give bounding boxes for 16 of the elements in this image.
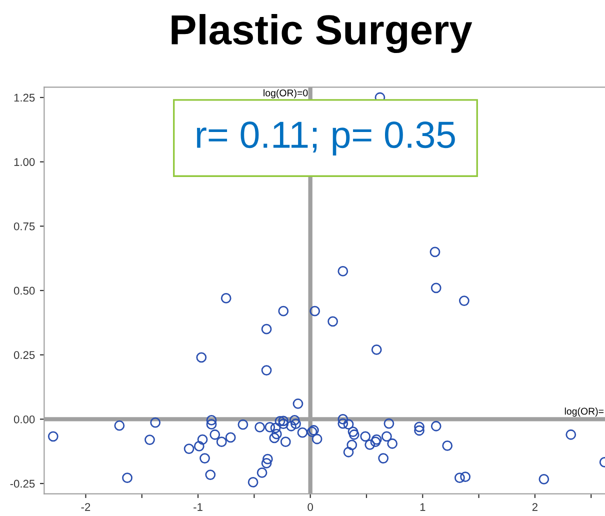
y-tick-label: 0.75 — [14, 222, 35, 230]
x-tick-label: 0 — [308, 503, 313, 511]
y-tick-label: 1.00 — [14, 158, 35, 166]
x-tick-label: 2 — [532, 503, 538, 511]
y-tick-label: -0.25 — [10, 480, 35, 488]
x-tick-label: -2 — [81, 503, 90, 511]
chart-title: Plastic Surgery — [172, 14, 472, 54]
ref-line-label: log(OR)=0 — [264, 89, 308, 98]
annotation: r= 0.11; p= 0.35 — [196, 122, 455, 156]
x-tick-label: 1 — [420, 503, 426, 511]
x-tick-label: -1 — [194, 503, 202, 511]
y-tick-label: 1.25 — [14, 94, 35, 102]
y-tick-label: 0.25 — [14, 351, 35, 359]
y-tick-label: 0.00 — [14, 415, 35, 424]
y-tick-label: 0.50 — [14, 286, 35, 295]
ref-line-label: log(OR)= — [564, 408, 604, 417]
